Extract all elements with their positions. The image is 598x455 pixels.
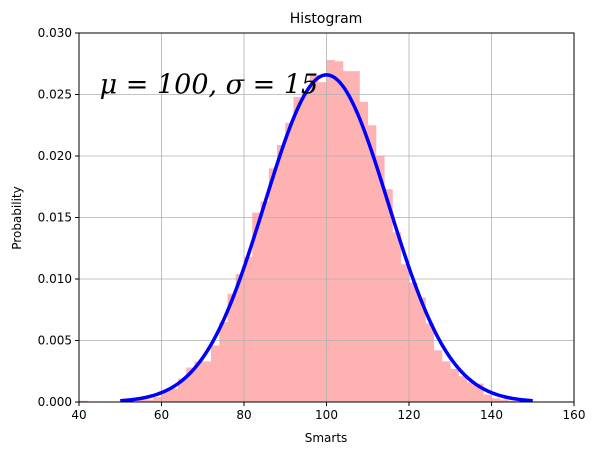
- y-tick-label: 0.010: [38, 272, 72, 286]
- histogram-bar: [252, 212, 261, 402]
- histogram-bar: [433, 350, 443, 402]
- histogram-bar: [79, 400, 88, 402]
- histogram-bar: [491, 398, 501, 402]
- histogram-bar: [145, 399, 154, 402]
- histogram-bar: [169, 388, 179, 402]
- histogram-bar: [409, 282, 418, 402]
- histogram-bar: [516, 400, 525, 402]
- x-tick-label: 120: [398, 408, 421, 422]
- histogram-bar: [450, 368, 459, 402]
- histogram-bar: [425, 323, 435, 402]
- histogram-bar: [475, 383, 484, 402]
- histogram-bar: [128, 400, 138, 402]
- histogram-bar: [508, 400, 517, 402]
- histogram-bar: [442, 361, 451, 402]
- histogram-bar: [136, 399, 146, 402]
- y-tick-label: 0.020: [38, 149, 72, 163]
- x-tick-label: 80: [236, 408, 251, 422]
- histogram-bar: [244, 256, 253, 402]
- histogram-bar: [301, 92, 311, 402]
- histogram-bar: [219, 322, 228, 402]
- histogram-bar: [277, 144, 286, 402]
- histogram-bar: [227, 293, 237, 402]
- histogram-bar: [384, 189, 393, 402]
- y-tick-label: 0.030: [38, 26, 72, 40]
- histogram-bar: [466, 382, 476, 402]
- histogram-bar: [334, 61, 344, 402]
- histogram-bar: [326, 60, 336, 403]
- pdf-curve-line: [120, 73, 533, 403]
- x-tick-label: 160: [563, 408, 586, 422]
- histogram-bar: [367, 125, 377, 402]
- histogram-bar: [293, 96, 303, 403]
- y-tick-label: 0.025: [38, 88, 72, 102]
- x-axis-label: Smarts: [305, 431, 348, 445]
- histogram-bar: [211, 345, 220, 402]
- histogram-bar: [178, 378, 187, 402]
- histogram-bar: [499, 399, 509, 402]
- y-tick-label: 0.005: [38, 334, 72, 348]
- axis-ticks: 40 60 80 100 120 140 160 0.000 0.005 0.010 0.015 0.…: [38, 26, 586, 422]
- chart-title: Histogram: [290, 11, 363, 27]
- histogram-bar: [186, 367, 195, 402]
- x-tick-label: 100: [315, 408, 338, 422]
- x-tick-label: 40: [71, 408, 86, 422]
- histogram-bar: [343, 71, 352, 402]
- histogram-bar: [392, 232, 402, 402]
- histogram-bar: [310, 74, 319, 402]
- histogram-bar: [400, 264, 410, 402]
- plot-area: 40 60 80 100 120 140 160 0.000 0.005 0.010 0.015 0.…: [38, 26, 586, 422]
- histogram-bar: [194, 361, 204, 402]
- y-tick-label: 0.000: [38, 395, 72, 409]
- histogram-bar: [260, 201, 270, 402]
- histogram-bar: [202, 361, 212, 402]
- histogram-bar: [268, 168, 278, 402]
- histogram-bar: [161, 390, 171, 402]
- histogram-bar: [285, 122, 294, 402]
- histogram-bar: [458, 376, 468, 402]
- histogram-bar: [318, 82, 327, 402]
- histogram-bar: [351, 71, 360, 402]
- histogram-bar: [153, 397, 162, 402]
- histogram-bar: [359, 101, 369, 402]
- annotation-text: μ = 100, σ = 15: [100, 70, 319, 101]
- x-tick-label: 140: [480, 408, 503, 422]
- histogram-bar: [483, 394, 492, 402]
- x-tick-label: 60: [154, 408, 169, 422]
- y-tick-label: 0.015: [38, 211, 72, 225]
- histogram-bar: [235, 274, 245, 402]
- histogram-bar: [417, 297, 426, 402]
- y-axis-label: Probability: [10, 186, 24, 249]
